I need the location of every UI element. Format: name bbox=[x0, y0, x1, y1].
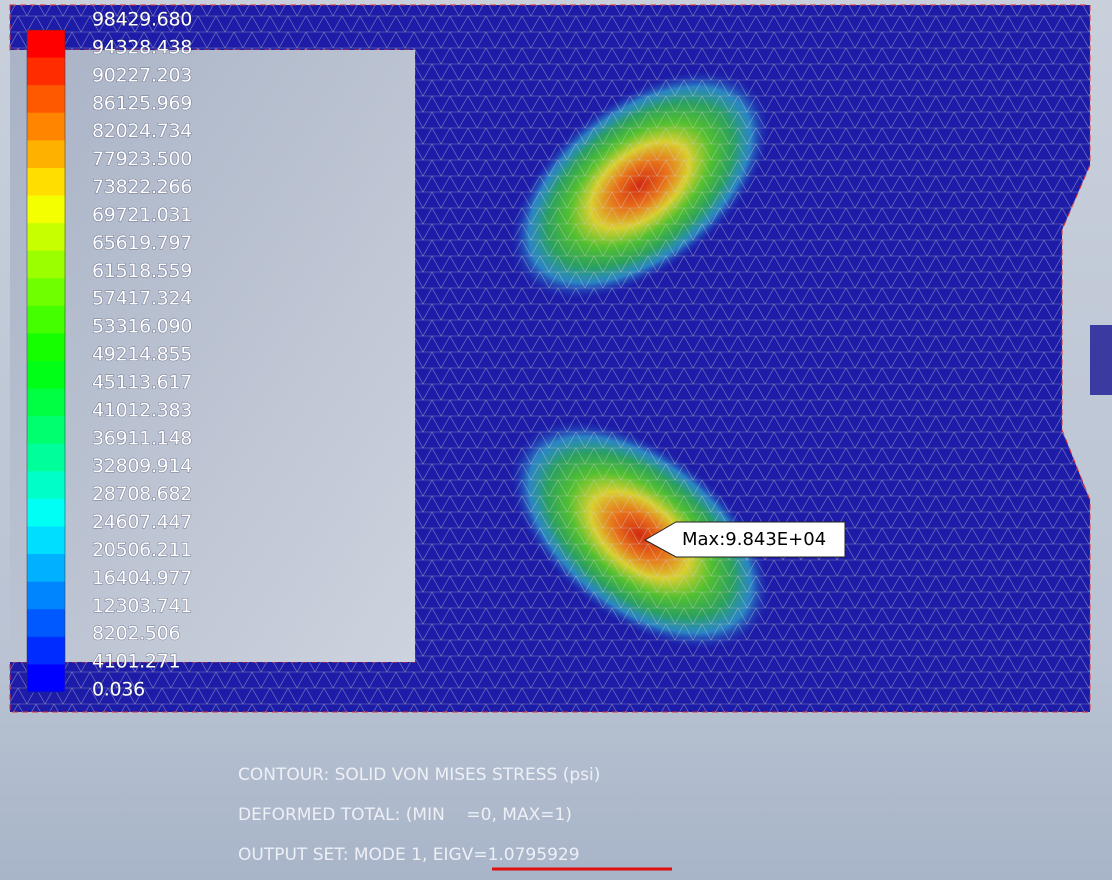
max-callout: Max:9.843E+04 bbox=[645, 522, 845, 557]
legend-label: 41012.383 bbox=[92, 399, 192, 421]
output-set: OUTPUT SET: MODE 1, bbox=[238, 845, 433, 865]
eigv: EIGV=1.0795929 bbox=[433, 845, 580, 865]
legend-label: 86125.969 bbox=[92, 92, 192, 114]
legend-label: 4101.271 bbox=[92, 651, 180, 673]
legend-label: 65619.797 bbox=[92, 232, 192, 254]
legend-label: 77923.500 bbox=[92, 148, 192, 170]
legend-label: 94328.438 bbox=[92, 36, 192, 58]
legend-band bbox=[27, 582, 65, 610]
legend-band bbox=[27, 58, 65, 86]
legend-label: 98429.680 bbox=[92, 9, 192, 31]
legend-label: 32809.914 bbox=[92, 455, 192, 477]
legend-band bbox=[27, 140, 65, 168]
legend-band bbox=[27, 389, 65, 417]
legend-label: 69721.031 bbox=[92, 204, 192, 226]
legend-band bbox=[27, 306, 65, 334]
legend-label: 53316.090 bbox=[92, 316, 192, 338]
legend-label: 49214.855 bbox=[92, 344, 192, 366]
legend-label: 57417.324 bbox=[92, 288, 192, 310]
legend-band bbox=[27, 278, 65, 306]
color-legend: 98429.680 94328.438 90227.203 86125.969 8202… bbox=[27, 9, 192, 701]
legend-band bbox=[27, 85, 65, 113]
legend-label: 73822.266 bbox=[92, 176, 192, 198]
legend-band bbox=[27, 361, 65, 389]
legend-band bbox=[27, 664, 65, 692]
legend-label: 36911.148 bbox=[92, 427, 192, 449]
legend-band bbox=[27, 223, 65, 251]
legend-band bbox=[27, 30, 65, 58]
legend-band bbox=[27, 637, 65, 665]
legend-band bbox=[27, 527, 65, 555]
max-label: Max:9.843E+04 bbox=[682, 529, 826, 550]
legend-label: 0.036 bbox=[92, 679, 145, 701]
legend-label: 28708.682 bbox=[92, 483, 192, 505]
footer-output-set: OUTPUT SET: MODE 1, EIGV=1.0795929 bbox=[238, 845, 580, 865]
legend-label: 8202.506 bbox=[92, 623, 180, 645]
legend-label: 12303.741 bbox=[92, 595, 192, 617]
legend-band bbox=[27, 471, 65, 499]
legend-band bbox=[27, 168, 65, 196]
footer-contour: CONTOUR: SOLID VON MISES STRESS (psi) bbox=[238, 765, 600, 785]
legend-band bbox=[27, 113, 65, 141]
legend-band bbox=[27, 444, 65, 472]
legend-band bbox=[27, 416, 65, 444]
legend-band bbox=[27, 609, 65, 637]
legend-label: 20506.211 bbox=[92, 539, 192, 561]
viewport: 98429.680 94328.438 90227.203 86125.969 8202… bbox=[0, 0, 1112, 880]
legend-label: 61518.559 bbox=[92, 260, 192, 282]
legend-band bbox=[27, 554, 65, 582]
legend-label: 90227.203 bbox=[92, 64, 192, 86]
legend-label: 45113.617 bbox=[92, 371, 192, 393]
legend-label: 82024.734 bbox=[92, 120, 192, 142]
legend-band bbox=[27, 196, 65, 224]
legend-label: 24607.447 bbox=[92, 511, 192, 533]
legend-band bbox=[27, 251, 65, 279]
legend-band bbox=[27, 333, 65, 361]
footer-deformed: DEFORMED TOTAL: (MIN =0, MAX=1) bbox=[238, 805, 572, 825]
legend-label: 16404.977 bbox=[92, 567, 192, 589]
legend-band bbox=[27, 499, 65, 527]
